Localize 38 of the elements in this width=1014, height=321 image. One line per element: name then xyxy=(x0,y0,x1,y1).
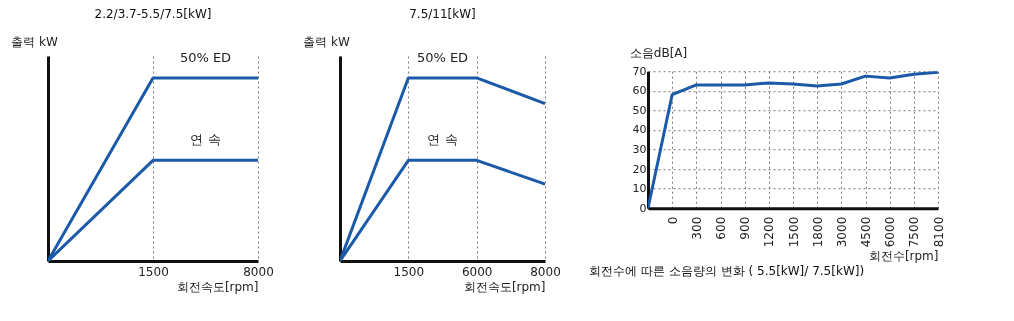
series-label: 50% ED xyxy=(179,49,232,65)
x-tick-label: 1200 xyxy=(762,216,777,248)
y-axis-title: 소음dB[A] xyxy=(629,45,688,60)
x-tick-label: 0 xyxy=(665,216,680,225)
x-tick-label: 6000 xyxy=(883,216,898,248)
x-tick-label: 6000 xyxy=(461,264,493,279)
series-label: 연 속 xyxy=(427,132,458,148)
chart-title: 7.5/11[kW] xyxy=(409,7,476,21)
x-axis-title: 회전수[rpm] xyxy=(868,249,939,264)
y-tick-label: 70 xyxy=(632,64,647,78)
x-tick-label: 300 xyxy=(689,216,704,240)
x-tick-label: 8100 xyxy=(931,216,946,248)
chart-title: 2.2/3.7-5.5/7.5[kW] xyxy=(94,7,212,21)
y-axis-title: 출력 kW xyxy=(303,34,350,49)
y-tick-label: 10 xyxy=(632,182,647,196)
x-tick-label: 1800 xyxy=(810,216,825,248)
series-label: 연 속 xyxy=(190,132,221,148)
x-tick-label: 600 xyxy=(714,216,728,240)
x-tick-label: 900 xyxy=(738,216,753,240)
x-tick-label: 1500 xyxy=(138,264,169,279)
y-tick-label: 50 xyxy=(632,103,647,117)
x-tick-label: 3000 xyxy=(834,216,849,248)
y-tick-label: 0 xyxy=(639,201,647,215)
x-tick-label: 7500 xyxy=(907,216,922,248)
x-tick-label: 8000 xyxy=(243,264,274,279)
text: 회전수에 따른 소음량의 변화 ( 5.5[kW]/ 7.5[kW]) xyxy=(589,263,865,278)
series-label: 50% ED xyxy=(416,49,469,65)
x-axis-title: 회전속도[rpm] xyxy=(463,279,546,294)
x-tick-label: 8000 xyxy=(530,264,561,279)
y-tick-label: 20 xyxy=(632,162,647,176)
x-tick-label: 1500 xyxy=(393,264,425,279)
y-tick-label: 40 xyxy=(632,123,647,137)
y-tick-label: 30 xyxy=(632,143,647,157)
x-axis-title: 회전속도[rpm] xyxy=(176,279,259,294)
x-tick-label: 4500 xyxy=(859,216,873,248)
y-axis-title: 출력 kW xyxy=(11,34,58,49)
y-tick-label: 60 xyxy=(632,84,647,98)
x-tick-label: 1500 xyxy=(786,216,801,248)
